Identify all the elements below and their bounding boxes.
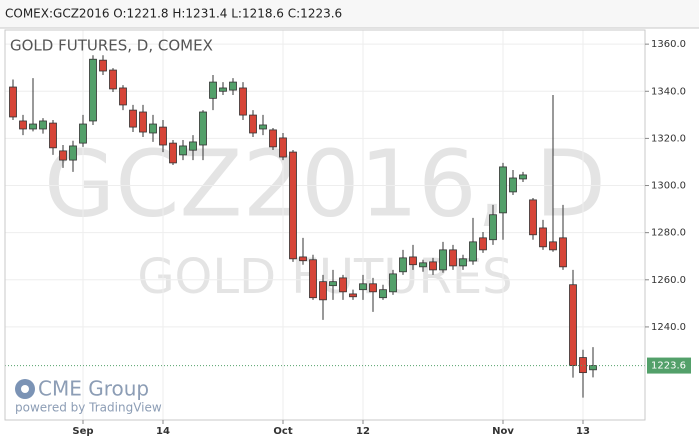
candle-body <box>199 111 207 146</box>
x-tick-label: Oct <box>273 426 292 437</box>
y-tick-label: 1260.0 <box>651 275 686 286</box>
candle-body <box>49 122 57 149</box>
chart-title: GOLD FUTURES, D, COMEX <box>10 37 213 55</box>
candle-body <box>289 151 297 260</box>
candle-body <box>69 145 77 161</box>
candle-body <box>169 142 177 164</box>
candle-body <box>249 114 257 134</box>
candle-body <box>549 241 557 251</box>
candle-body <box>19 120 27 130</box>
plot-border <box>4 29 646 421</box>
candle-body <box>99 59 107 72</box>
candle-body <box>369 283 377 293</box>
x-tick-label: 13 <box>576 426 590 437</box>
candle-body <box>89 58 97 122</box>
candle-body <box>539 227 547 248</box>
plot <box>5 30 645 420</box>
candle-body <box>279 137 287 158</box>
candle-body <box>479 237 487 251</box>
x-tick-label: 12 <box>356 426 370 437</box>
candle-body <box>189 141 197 151</box>
header-bar <box>0 0 699 28</box>
y-tick-label: 1320.0 <box>651 133 686 144</box>
candle-body <box>389 273 397 293</box>
candle-body <box>239 87 247 116</box>
candle-body <box>509 177 517 193</box>
candle-body <box>9 86 17 118</box>
candle-body <box>489 214 497 241</box>
logo-icon-inner <box>21 385 29 393</box>
candle-body <box>529 199 537 236</box>
candle-body <box>269 129 277 148</box>
credit: powered by TradingView <box>15 401 162 415</box>
header: COMEX:GCZ2016 O:1221.8 H:1231.4 L:1218.6… <box>5 7 342 21</box>
candle-body <box>469 241 477 262</box>
candle-body <box>229 81 237 91</box>
candle-body <box>569 284 577 366</box>
y-tick-label: 1300.0 <box>651 181 686 192</box>
candle-body <box>129 109 137 128</box>
candle-body <box>439 249 447 271</box>
candle-body <box>339 277 347 293</box>
y-tick-label: 1280.0 <box>651 228 686 239</box>
y-tick-label: 1340.0 <box>651 86 686 97</box>
candle-body <box>399 257 407 273</box>
candle-body <box>419 262 427 268</box>
candle-body <box>329 281 337 287</box>
y-tick-label: 1360.0 <box>651 39 686 50</box>
y-tick-label: 1240.0 <box>651 322 686 333</box>
candle-body <box>499 166 507 214</box>
candle-body <box>449 249 457 267</box>
candle-body <box>39 120 47 130</box>
candle-body <box>299 256 307 262</box>
x-tick-label: Nov <box>492 426 514 437</box>
candle-body <box>559 237 567 268</box>
candle-body <box>459 258 467 267</box>
candle-body <box>139 111 147 133</box>
candle-body <box>349 293 357 298</box>
last-price-label: 1223.6 <box>651 361 686 372</box>
watermark: GCZ2016, D <box>44 130 606 237</box>
candle-body <box>309 259 317 299</box>
candle-body <box>29 123 37 130</box>
candle-body <box>179 145 187 156</box>
candle-body <box>259 124 267 130</box>
candle-body <box>109 69 117 90</box>
x-tick-label: 14 <box>156 426 170 437</box>
candle-body <box>429 261 437 271</box>
candle-body <box>219 87 227 92</box>
candle-body <box>319 281 327 301</box>
candle-body <box>409 256 417 266</box>
last-price-tag <box>647 357 691 374</box>
candle-body <box>149 123 157 134</box>
candle-body <box>209 81 217 99</box>
candle-body <box>519 174 527 180</box>
candle-body <box>589 365 597 371</box>
candle-body <box>379 289 387 299</box>
x-tick-label: Sep <box>72 426 93 437</box>
candle-body <box>159 126 167 146</box>
candle-body <box>359 283 367 291</box>
logo: CME Group <box>38 377 149 401</box>
candle-body <box>579 357 587 374</box>
candle-body <box>119 87 127 106</box>
candle-body <box>59 150 67 161</box>
candle-body <box>79 123 87 144</box>
